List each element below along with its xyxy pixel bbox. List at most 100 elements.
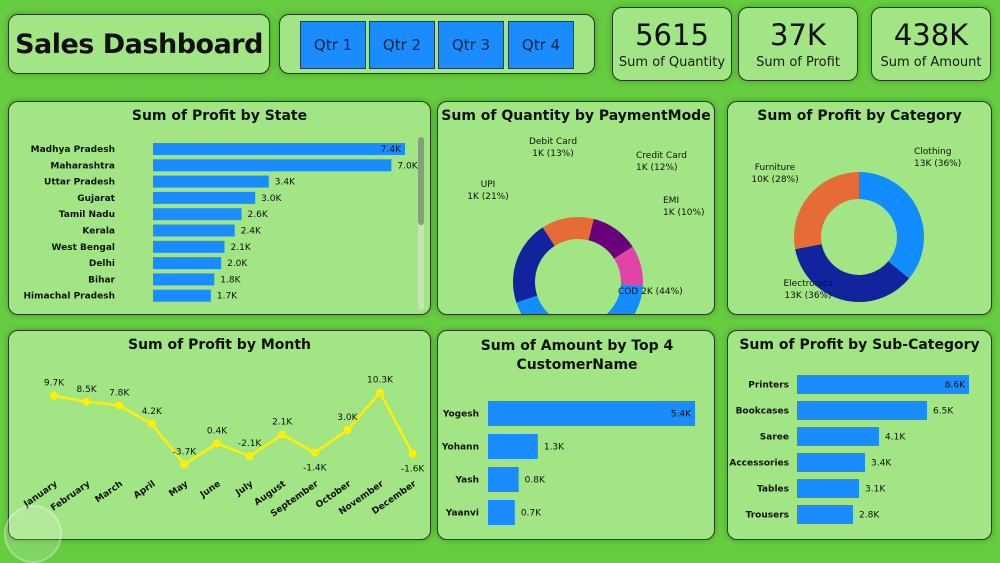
data-label: 5.4K <box>671 410 692 420</box>
kpi-quantity-card: 5615 Sum of Quantity <box>612 7 732 81</box>
data-label: 6.5K <box>933 407 954 417</box>
slice-label: Electronics <box>783 279 832 289</box>
data-label: 1.3K <box>544 443 565 453</box>
category-label: Kerala <box>82 227 115 237</box>
series-line <box>53 390 414 466</box>
x-tick-label: March <box>94 479 125 505</box>
data-point <box>213 439 221 448</box>
bar <box>488 401 695 426</box>
data-label: 0.8K <box>525 476 546 486</box>
data-label: -1.4K <box>303 464 328 474</box>
data-label: 2.0K <box>227 259 248 269</box>
dashboard-title: Sales Dashboard <box>15 28 263 60</box>
category-label: Maharashtra <box>50 161 115 171</box>
state-scrollbar-track[interactable] <box>418 137 424 310</box>
slice-label: 1K (10%) <box>663 208 705 218</box>
bar <box>797 375 969 394</box>
data-point <box>278 430 287 439</box>
slice-label: 13K (36%) <box>784 291 831 301</box>
category-label: Yogesh <box>442 410 479 420</box>
slice-label: Credit Card <box>636 151 687 161</box>
data-label: 3.1K <box>865 485 886 495</box>
amount-by-customer-chart: Yogesh 5.4K Yohann 1.3K Yash 0.8K Yaanvi 0.7K <box>441 401 695 525</box>
bar <box>488 467 519 492</box>
data-label: -3.7K <box>173 447 198 457</box>
kpi-amount-value: 438K <box>893 17 969 52</box>
slice-label: 1K (13%) <box>532 149 574 159</box>
data-label: 7.0K <box>397 161 418 171</box>
bar <box>797 453 865 472</box>
kpi-amount-label: Sum of Amount <box>880 54 982 70</box>
category-label: Delhi <box>89 259 115 269</box>
profit-by-state-card: Sum of Profit by State Madhya Pradesh 7.4… <box>8 101 431 315</box>
x-tick-label: April <box>132 479 157 501</box>
bar <box>153 224 235 237</box>
donut-slice <box>542 217 594 246</box>
bar <box>153 240 225 253</box>
kpi-amount-card: 438K Sum of Amount <box>871 7 991 81</box>
donut-slice <box>859 172 924 279</box>
profit-by-month-title: Sum of Profit by Month <box>127 337 312 353</box>
dashboard-title-card: Sales Dashboard <box>8 14 270 74</box>
bar <box>797 401 927 420</box>
data-label: 4.1K <box>885 433 906 443</box>
bar <box>153 289 211 302</box>
data-label: 0.4K <box>207 426 228 436</box>
category-label: Madhya Pradesh <box>31 145 115 155</box>
category-label: Gujarat <box>77 194 115 204</box>
data-label: 7.4K <box>381 145 402 155</box>
data-label: 8.5K <box>76 385 97 395</box>
slice-label: 1K (12%) <box>636 163 678 173</box>
data-label: 9.7K <box>44 379 65 389</box>
profit-by-month-card: Sum of Profit by Month 9.7K January 8.5K Fe… <box>8 330 431 540</box>
qtr-2-button[interactable]: Qtr 2 <box>369 21 435 69</box>
category-label: Bihar <box>88 275 115 285</box>
kpi-profit-label: Sum of Profit <box>756 54 840 70</box>
data-label: -2.1K <box>238 439 263 449</box>
qtr-3-button[interactable]: Qtr 3 <box>438 21 504 69</box>
bar <box>153 208 242 221</box>
data-point <box>147 419 156 428</box>
data-label: 7.8K <box>109 388 130 398</box>
donut-slice <box>513 227 555 303</box>
profit-by-subcategory-card: Sum of Profit by Sub-Category Printers 8.… <box>727 330 992 540</box>
donut-slice <box>795 244 910 302</box>
slice-label: 13K (36%) <box>914 159 961 169</box>
data-point <box>82 397 91 406</box>
bar <box>488 434 538 459</box>
kpi-quantity-label: Sum of Quantity <box>618 54 726 70</box>
data-label: 0.7K <box>521 509 542 519</box>
data-point <box>310 448 319 457</box>
category-label: Yohann <box>441 443 479 453</box>
qtr-1-button[interactable]: Qtr 1 <box>300 21 366 69</box>
x-tick-label: May <box>167 479 190 499</box>
slice-label: UPI <box>481 180 496 190</box>
slice-label: COD 2K (44%) <box>618 287 683 297</box>
data-label: 2.6K <box>248 210 269 220</box>
data-label: 3.4K <box>275 178 296 188</box>
data-label: 3.0K <box>337 413 358 423</box>
data-point <box>245 452 254 461</box>
quantity-by-paymentmode-chart: COD 2K (44%) UPI 1K (21%) Debit Card 1K (13%… <box>467 137 705 314</box>
bar <box>153 175 269 188</box>
slice-label: 10K (28%) <box>751 175 798 185</box>
bar <box>153 159 392 172</box>
bar <box>153 257 222 270</box>
slice-label: Furniture <box>755 163 796 173</box>
data-label: 3.0K <box>261 194 282 204</box>
bar <box>797 427 879 446</box>
donut-slice <box>588 218 633 259</box>
kpi-profit-value: 37K <box>770 17 826 52</box>
profit-by-month-chart: 9.7KJanuary8.5KFebruary7.8KMarch4.2KApri… <box>22 376 426 520</box>
state-scrollbar-thumb[interactable] <box>418 137 424 225</box>
slice-label: Debit Card <box>529 137 577 147</box>
data-label: 2.1K <box>231 243 252 253</box>
category-label: Tamil Nadu <box>59 210 115 220</box>
qtr-4-button[interactable]: Qtr 4 <box>508 21 574 69</box>
donut-slice <box>794 172 859 250</box>
data-label: 10.3K <box>367 376 394 386</box>
watermark-logo-icon <box>4 505 62 563</box>
data-point <box>408 449 417 458</box>
data-label: 1.7K <box>217 292 238 302</box>
data-label: 3.4K <box>871 459 892 469</box>
